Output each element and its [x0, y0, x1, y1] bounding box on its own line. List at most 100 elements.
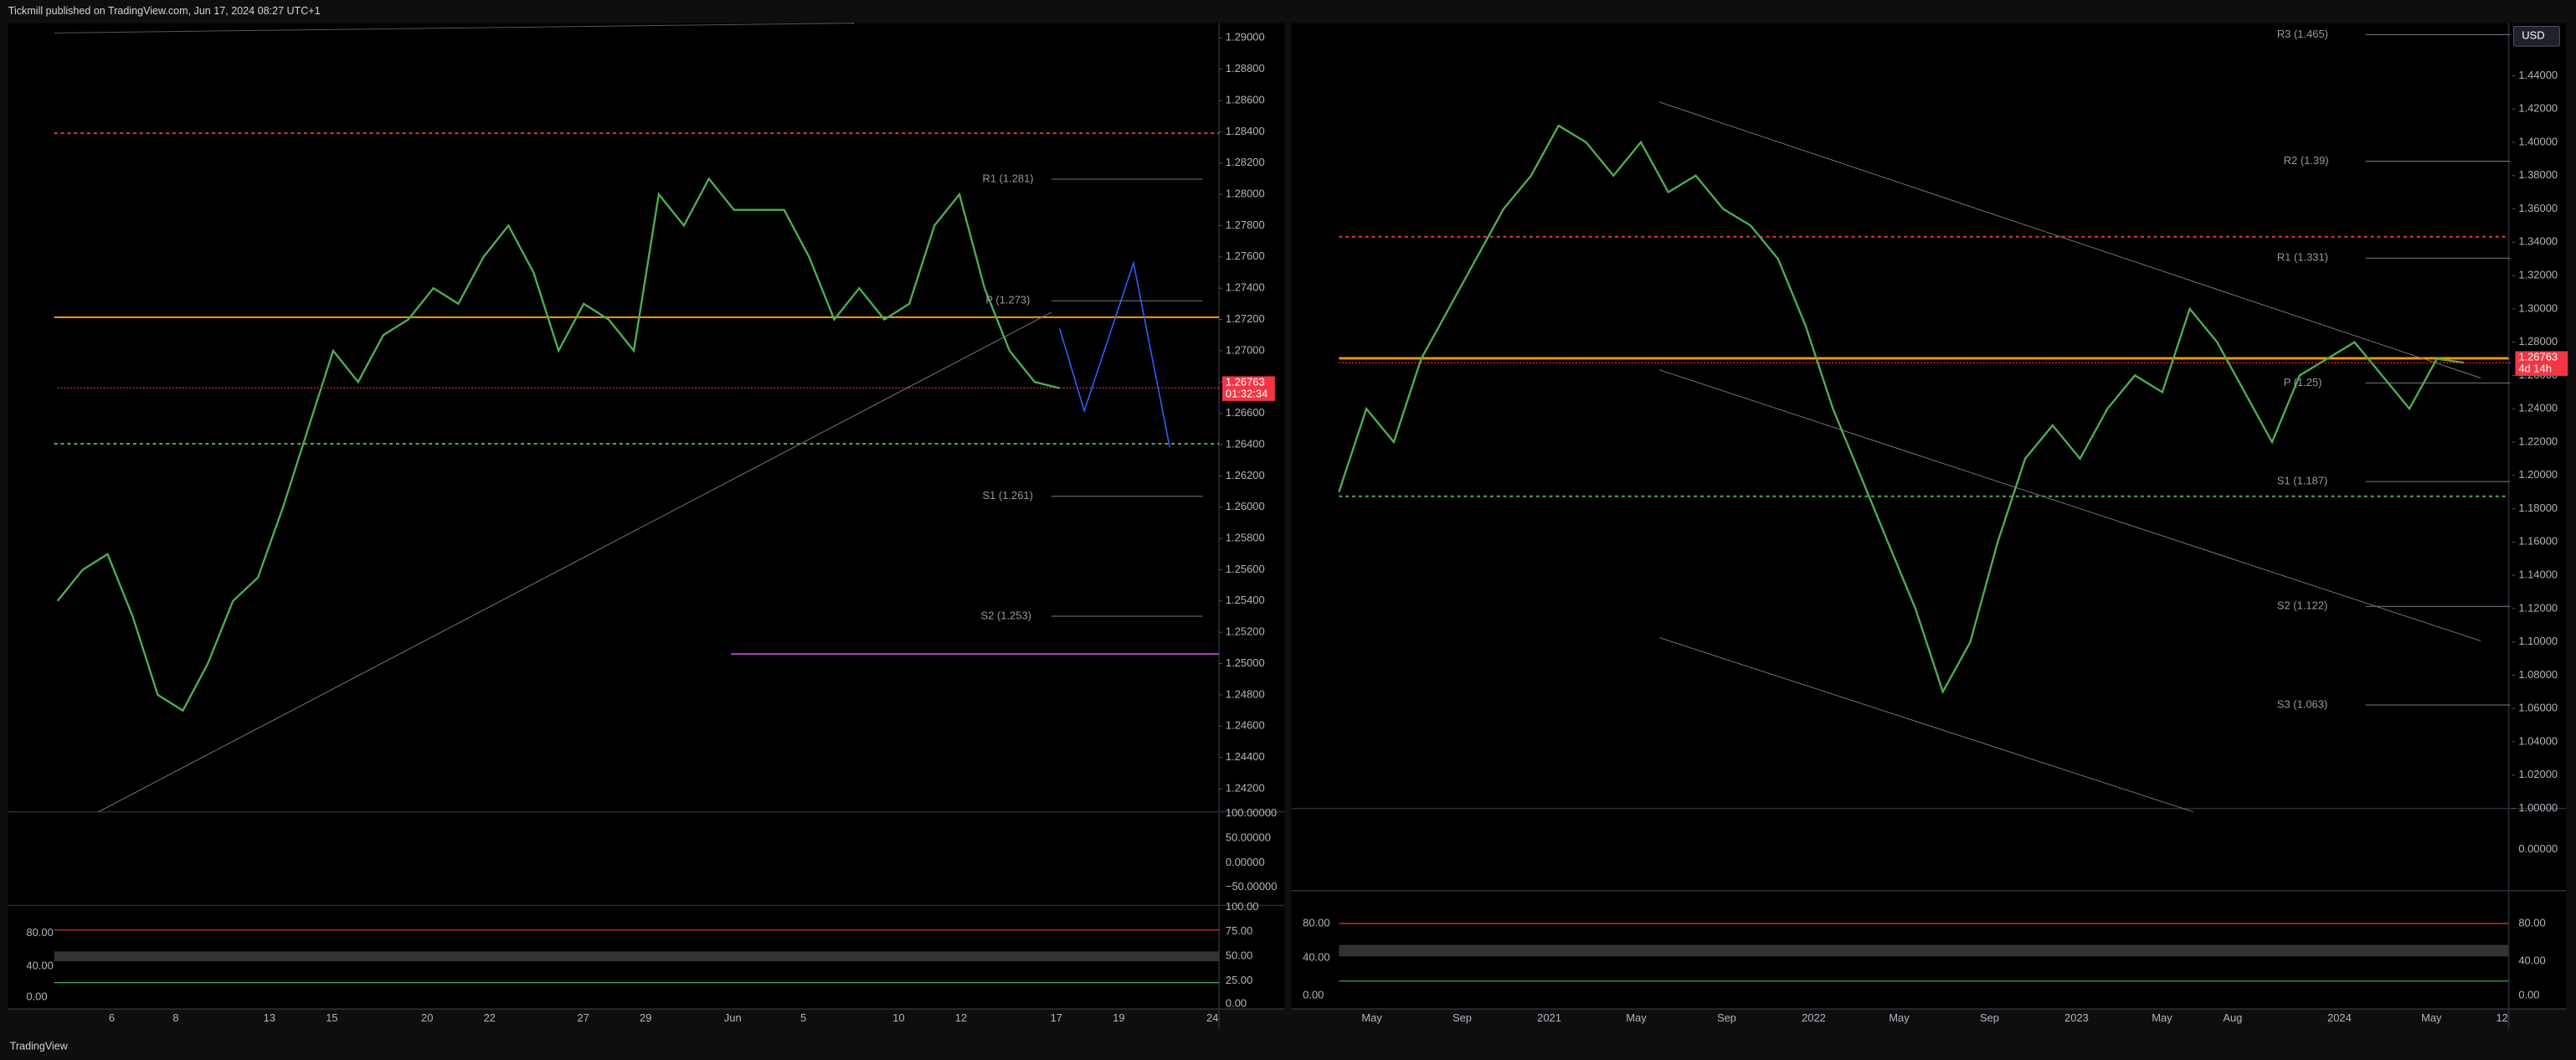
time-label: May [1626, 1011, 1647, 1024]
price-tick-label: 1.36000 [2518, 202, 2558, 214]
last-price-box [2515, 351, 2568, 376]
price-tick-label: 1.26000 [1226, 500, 1265, 512]
price-tick-label: 1.24000 [2518, 402, 2558, 414]
stoch-tick-label: 50.00 [1226, 949, 1252, 962]
price-tick-label: 1.27600 [1226, 250, 1265, 262]
time-label: 29 [640, 1011, 651, 1024]
time-label: 8 [172, 1011, 178, 1024]
time-label: Sep [1717, 1011, 1736, 1024]
oscillator-tick-label: −50.00000 [1226, 880, 1278, 893]
price-tick-label: 1.27000 [1226, 343, 1265, 356]
time-label: 22 [484, 1011, 496, 1024]
pivot-label: S1 (1.187) [2277, 475, 2327, 487]
pivot-label: S1 (1.261) [982, 489, 1032, 502]
price-tick-label: 1.42000 [2518, 102, 2558, 115]
stoch-tick-label: 75.00 [1226, 924, 1252, 937]
trend-line [54, 23, 855, 33]
time-label: 24 [1206, 1011, 1218, 1024]
price-tick-label: 1.30000 [2518, 301, 2558, 314]
time-label: 27 [577, 1011, 589, 1024]
left-pane [8, 23, 1285, 1010]
price-tick-label: 1.04000 [2518, 734, 2558, 747]
stoch-tick-label: 80.00 [26, 926, 53, 939]
time-label: May [2421, 1011, 2442, 1024]
price-tick-label: 1.20000 [2518, 468, 2558, 481]
price-tick-label: 1.12000 [2518, 601, 2558, 614]
time-label: 2021 [1537, 1011, 1561, 1024]
price-tick-label: 1.28800 [1226, 62, 1265, 75]
price-tick-label: 1.16000 [2518, 535, 2558, 548]
time-label: May [1361, 1011, 1382, 1024]
stoch-tick-label: 25.00 [1226, 974, 1252, 986]
projection [1058, 260, 1170, 448]
pivot-label: R3 (1.465) [2277, 28, 2328, 40]
oscillator-tick-label: 0.00000 [2518, 842, 2558, 855]
trend-line [98, 311, 1052, 812]
right-pane [1291, 23, 2567, 1010]
stoch-tick-label: 0.00 [2518, 989, 2539, 1001]
price-tick-label: 1.27800 [1226, 219, 1265, 231]
currency-box [2512, 26, 2560, 47]
time-label: 17 [1051, 1011, 1062, 1024]
time-label: 5 [800, 1011, 806, 1024]
stoch-tick-label: 0.00 [26, 991, 47, 1003]
publisher: Tickmill published on TradingView.com, J… [8, 5, 321, 17]
stoch-tick-label: 80.00 [2518, 916, 2545, 929]
price-tick-label: 1.40000 [2518, 135, 2558, 147]
last-price-label: 1.26763 [2518, 351, 2558, 363]
time-label: 6 [109, 1011, 115, 1024]
stoch-tick-label: 80.00 [1303, 916, 1329, 929]
pivot-label: S3 (1.063) [2277, 697, 2327, 710]
last-price-label: 1.26763 [1226, 376, 1265, 388]
price-tick-label: 1.18000 [2518, 502, 2558, 514]
time-label: 13 [264, 1011, 275, 1024]
price-tick-label: 1.24400 [1226, 750, 1265, 763]
pivot-label: P (1.273) [985, 294, 1030, 306]
time-label: 19 [1113, 1011, 1124, 1024]
time-label: 2024 [2327, 1011, 2352, 1024]
price-tick-label: 1.32000 [2518, 268, 2558, 280]
time-label: 2022 [1802, 1011, 1826, 1024]
price-tick-label: 1.00000 [2518, 801, 2558, 814]
trend-line [1658, 101, 2481, 378]
price-tick-label: 1.24800 [1226, 687, 1265, 700]
time-label: 2023 [2064, 1011, 2089, 1024]
pivot-label: R1 (1.281) [982, 172, 1033, 184]
last-price-box [1222, 376, 1275, 401]
price-tick-label: 1.26200 [1226, 469, 1265, 481]
time-label: May [1889, 1011, 1910, 1024]
price-tick-label: 1.25200 [1226, 625, 1265, 638]
currency: USD [2522, 29, 2544, 42]
stoch-tick-label: 40.00 [1303, 951, 1329, 964]
price-tick-label: 1.26400 [1226, 437, 1265, 450]
time-label: 15 [326, 1011, 337, 1024]
trend-line [1658, 369, 2481, 641]
countdown: 4d 14h [2518, 362, 2552, 374]
price-tick-label: 1.27400 [1226, 281, 1265, 294]
price-tick-label: 1.29000 [1226, 31, 1265, 44]
time-label: Jun [724, 1011, 742, 1024]
stoch-tick-label: 40.00 [2518, 955, 2545, 967]
price-tick-label: 1.24600 [1226, 719, 1265, 732]
time-label: 12 [2496, 1011, 2507, 1024]
stoch-band [1339, 944, 2509, 957]
price-tick-label: 1.28200 [1226, 156, 1265, 168]
pivot-label: S2 (1.253) [981, 609, 1031, 621]
trend-line [1658, 637, 2193, 813]
price-tick-label: 1.28000 [1226, 188, 1265, 200]
levels [54, 23, 2509, 984]
stoch-tick-label: 40.00 [26, 959, 53, 971]
pivot-label: R1 (1.331) [2277, 251, 2328, 264]
price-tick-label: 1.08000 [2518, 668, 2558, 681]
price-tick-label: 1.28400 [1226, 125, 1265, 137]
price-line [56, 177, 1061, 713]
price-tick-label: 1.34000 [2518, 235, 2558, 248]
price-line [1338, 124, 2465, 695]
price-tick-label: 1.24200 [1226, 781, 1265, 794]
separators [8, 23, 2567, 1029]
oscillator-tick-label: 0.00000 [1226, 856, 1265, 868]
stoch-tick-label: 100.00 [1226, 900, 1259, 913]
price-tick-label: 1.02000 [2518, 768, 2558, 780]
